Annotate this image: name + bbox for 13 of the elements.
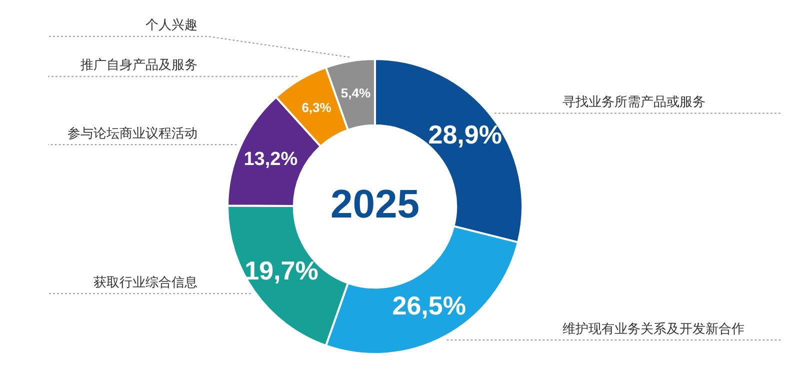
slice-label: 个人兴趣 <box>146 18 198 34</box>
slice-label: 参与论坛商业议程活动 <box>68 126 198 142</box>
data-label: 19,7% <box>244 255 318 286</box>
slice-label: 获取行业综合信息 <box>94 275 198 290</box>
slice-label: 寻找业务所需产品或服务 <box>562 95 706 110</box>
data-label: 26,5% <box>392 290 466 320</box>
data-label: 5,4% <box>340 85 371 100</box>
text: 2025 <box>330 182 420 227</box>
data-label: 6,3% <box>302 100 332 115</box>
data-label: 28,9% <box>428 119 502 150</box>
slice-label: 维护现有业务关系及开发新合作 <box>562 322 744 337</box>
slice-label: 推广自身产品及服务 <box>80 58 198 74</box>
data-label: 13,2% <box>244 149 298 170</box>
